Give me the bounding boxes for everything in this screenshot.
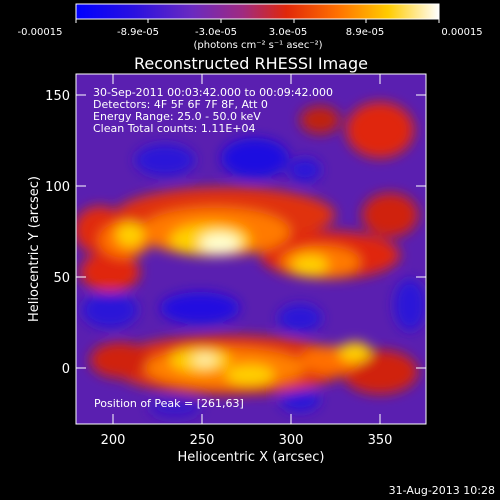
emission-region (362, 193, 418, 237)
colorbar-units-label: (photons cm⁻² s⁻¹ asec⁻²) (193, 40, 322, 51)
y-tick-label: 150 (45, 89, 70, 104)
emission-region (346, 102, 414, 158)
emission-region (90, 342, 150, 378)
emission-region (116, 223, 144, 247)
x-tick-label: 350 (368, 433, 393, 448)
x-tick-label: 200 (101, 433, 126, 448)
colorbar-ticks (75, 19, 440, 23)
peak-position-label: Position of Peak = [261,63] (94, 397, 244, 410)
colorbar: -0.00015 -8.9e-05 -3.0e-05 3.0e-05 8.9e-… (18, 3, 483, 51)
plot-title: Reconstructed RHESSI Image (134, 54, 368, 73)
negative-region (160, 292, 240, 324)
colorbar-tick-label: 8.9e-05 (346, 27, 384, 38)
negative-region (149, 398, 201, 418)
negative-region (289, 158, 321, 182)
y-axis-title: Heliocentric Y (arcsec) (27, 176, 42, 322)
emission-region (339, 342, 371, 362)
negative-region (278, 304, 322, 332)
plot-frame (75, 73, 427, 425)
colorbar-tick-label: -8.9e-05 (117, 27, 159, 38)
peak-region (193, 354, 217, 366)
energy-range-label: Energy Range: 25.0 - 50.0 keV (93, 110, 261, 123)
timestamp: 31-Aug-2013 10:28 (389, 484, 495, 497)
image-area (76, 74, 426, 424)
colorbar-tick-label: -3.0e-05 (195, 27, 237, 38)
negative-region (82, 292, 138, 328)
time-range-label: 30-Sep-2011 00:03:42.000 to 00:09:42.000 (93, 86, 333, 99)
emission-region (80, 252, 140, 292)
negative-region (394, 279, 426, 331)
peak-region (200, 233, 240, 253)
x-tick-label: 300 (279, 433, 304, 448)
emission-map (76, 102, 426, 418)
emission-region (292, 255, 328, 275)
negative-region (221, 138, 289, 178)
y-tick-label: 0 (62, 362, 70, 377)
colorbar-gradient (75, 3, 440, 20)
info-overlay: 30-Sep-2011 00:03:42.000 to 00:09:42.000… (93, 86, 333, 410)
y-tick-label: 100 (45, 180, 70, 195)
colorbar-tick-label: 3.0e-05 (269, 27, 307, 38)
negative-region (135, 144, 195, 176)
colorbar-tick-label: -0.00015 (18, 27, 63, 38)
x-axis-title: Heliocentric X (arcsec) (178, 450, 325, 465)
clean-counts-label: Clean Total counts: 1.11E+04 (93, 122, 256, 135)
emission-region (226, 365, 274, 385)
emission-region (300, 106, 340, 134)
detectors-label: Detectors: 4F 5F 6F 7F 8F, Att 0 (93, 98, 268, 111)
negative-region (280, 388, 320, 412)
y-tick-label: 50 (53, 271, 70, 286)
x-tick-label: 250 (190, 433, 215, 448)
colorbar-tick-label: 0.00015 (441, 27, 482, 38)
